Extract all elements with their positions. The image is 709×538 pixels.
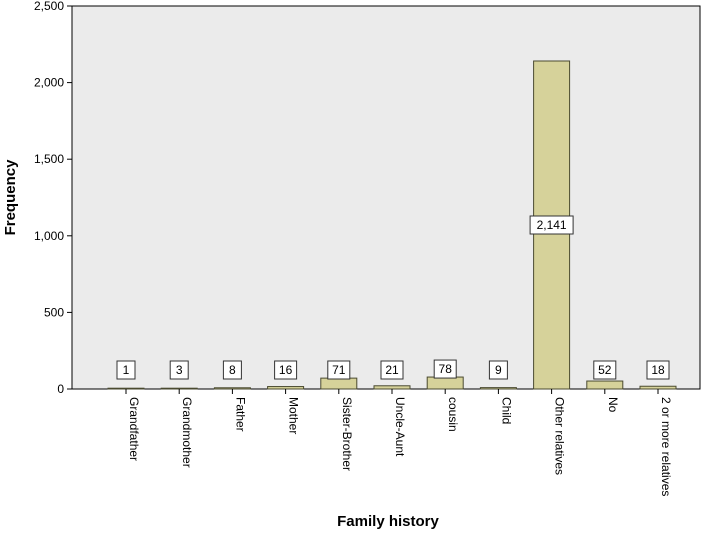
y-tick-label: 2,000 [34,76,64,90]
data-label-box [646,360,670,380]
x-tick-label: Child [499,397,513,424]
data-label-box [222,360,242,380]
data-label-box [116,360,136,380]
x-tick-label: 2 or more relatives [659,397,673,496]
x-tick-label: Uncle-Aunt [393,397,407,457]
bar-father [213,387,251,390]
x-tick-label: Grandfather [127,397,141,461]
bar-cousin [426,376,464,390]
data-label: 71 [332,363,346,377]
data-label: 1 [123,363,130,377]
data-label: 78 [439,362,453,376]
plot-area [71,5,701,390]
data-label-box [488,360,508,380]
x-tick-label: Sister-Brother [340,397,354,471]
bar-grandmother [160,387,198,390]
bar-no [586,380,624,390]
y-tick-label: 1,000 [34,229,64,243]
x-tick-label: Grandmother [180,397,194,468]
data-label-box [327,360,351,380]
y-axis: 0 500 1,000 1,500 2,000 2,500 [34,0,72,396]
y-tick-label: 500 [44,305,64,319]
y-tick-label: 1,500 [34,152,64,166]
data-label-box [380,360,404,380]
data-label-box [169,360,189,380]
data-label: 21 [385,363,399,377]
data-label: 18 [651,363,665,377]
bar-uncle-aunt [373,385,411,390]
data-label: 3 [176,363,183,377]
bar-mother [267,386,305,390]
x-tick-label: Father [233,397,247,432]
data-label-box [529,215,574,235]
bar-child [479,387,517,390]
data-label-box [593,360,617,380]
data-labels: 1 3 8 16 71 21 78 9 2,141 52 18 [116,215,670,380]
bar-2-or-more-relatives [639,385,677,390]
data-label-box [274,360,298,380]
y-tick-label: 2,500 [34,0,64,13]
x-tick-label: Other relatives [553,397,567,475]
bar-sister-brother [320,377,358,390]
data-label: 52 [598,363,612,377]
x-tick-label: cousin [446,397,460,432]
data-label-box [433,359,457,379]
y-axis-title: Frequency [2,159,19,236]
data-label: 8 [229,363,236,377]
bar-grandfather [107,387,145,390]
data-label: 16 [279,363,293,377]
x-axis-title: Family history [337,513,439,530]
y-tick-label: 0 [57,382,64,396]
data-label: 2,141 [537,218,567,232]
x-tick-label: No [606,397,620,413]
x-axis: Grandfather Grandmother Father Mother Sister… [125,389,673,496]
data-label: 9 [495,363,502,377]
x-tick-label: Mother [287,397,301,434]
